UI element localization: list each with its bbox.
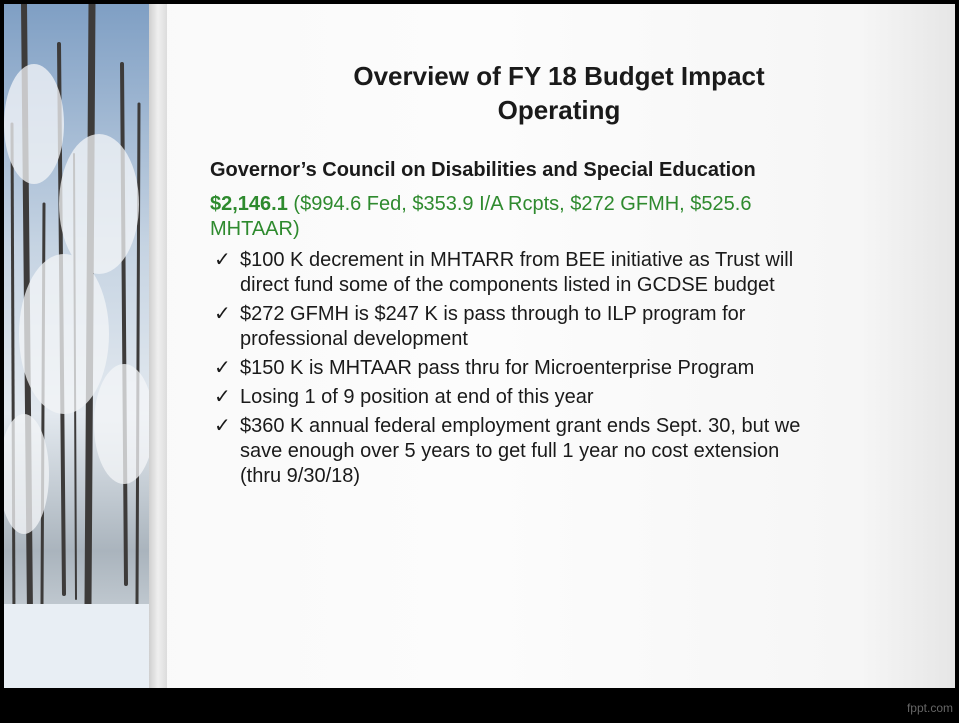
page: Overview of FY 18 Budget Impact Operatin… — [0, 0, 959, 723]
bullet: ✓ $272 GFMH is $247 K is pass through to … — [210, 302, 810, 352]
check-mark: ✓ — [214, 385, 231, 410]
check-mark: ✓ — [214, 302, 231, 327]
winter-image — [4, 4, 149, 688]
bullet-list: ✓ $100 K decrement in MHTARR from BEE ini… — [210, 248, 810, 489]
bullet-text: $272 GFMH is $247 K is pass through to I… — [240, 303, 745, 350]
check-mark: ✓ — [214, 414, 231, 439]
amount-line: $2,146.1 ($994.6 Fed, $353.9 I/A Rcpts, … — [210, 192, 810, 242]
amount: $2,146.1 — [210, 193, 288, 215]
footer: fppt.com — [907, 701, 953, 715]
content: Governor’s Council on Disabilities and S… — [210, 158, 810, 493]
bullet-text: $100 K decrement in MHTARR from BEE init… — [240, 249, 793, 296]
amount-detail: ($994.6 Fed, $353.9 I/A Rcpts, $272 GFMH… — [210, 193, 751, 240]
slide-title: Overview of FY 18 Budget Impact Operatin… — [204, 59, 914, 127]
heading: Governor’s Council on Disabilities and S… — [210, 158, 810, 183]
bullet-text: $150 K is MHTAAR pass thru for Microente… — [240, 357, 754, 379]
title-line: Overview of FY 18 Budget Impact — [204, 59, 914, 93]
title-line: Operating — [204, 93, 914, 127]
check-mark: ✓ — [214, 248, 231, 273]
slide: Overview of FY 18 Budget Impact Operatin… — [4, 4, 955, 688]
bullet: ✓ $100 K decrement in MHTARR from BEE ini… — [210, 248, 810, 298]
divider — [149, 4, 167, 688]
bullet-text: $360 K annual federal employment grant e… — [240, 415, 800, 487]
bullet: ✓ $150 K is MHTAAR pass thru for Microent… — [210, 356, 810, 381]
bullet: ✓ Losing 1 of 9 position at end of this y… — [210, 385, 810, 410]
check-mark: ✓ — [214, 356, 231, 381]
bullet-text: Losing 1 of 9 position at end of this ye… — [240, 386, 594, 408]
bullet: ✓ $360 K annual federal employment grant … — [210, 414, 810, 489]
